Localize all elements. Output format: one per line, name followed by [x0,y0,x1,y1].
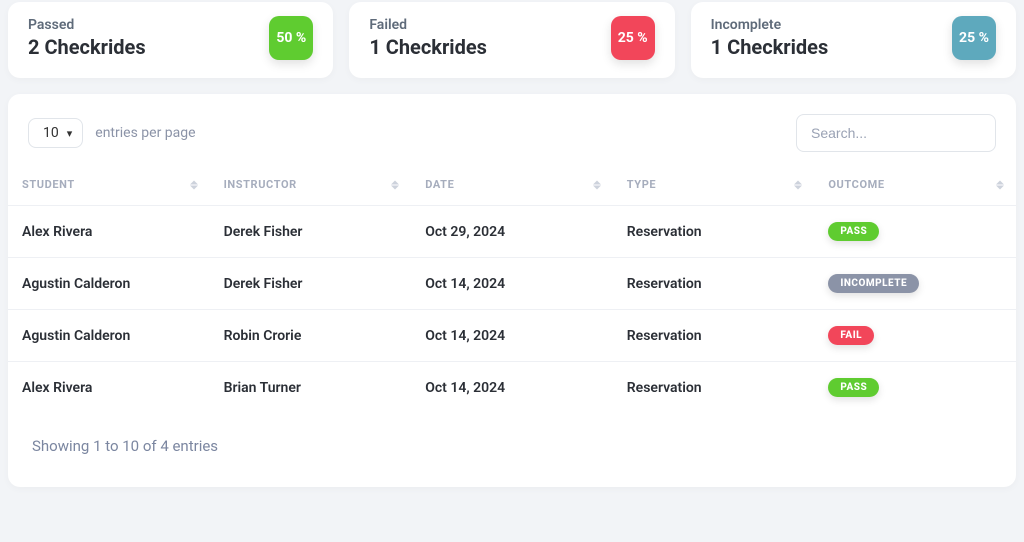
col-header-student[interactable]: Student [8,164,210,206]
cell-date: Oct 14, 2024 [411,310,613,362]
cell-type: Reservation [613,310,815,362]
col-header-instructor[interactable]: Instructor [210,164,412,206]
sort-icon [996,180,1004,189]
outcome-pill: INCOMPLETE [828,274,919,293]
col-header-date[interactable]: Date [411,164,613,206]
stat-badge: 50 % [269,16,313,60]
cell-outcome: FAIL [814,310,1016,362]
sort-icon [391,180,399,189]
stat-value: 1 Checkrides [369,35,487,59]
cell-date: Oct 14, 2024 [411,258,613,310]
checkrides-table-card: 10 ▾ entries per page Student Instructor… [8,94,1016,487]
cell-instructor: Derek Fisher [210,206,412,258]
cell-date: Oct 29, 2024 [411,206,613,258]
stat-value: 1 Checkrides [711,35,829,59]
stat-title: Failed [369,17,487,33]
col-header-type[interactable]: Type [613,164,815,206]
sort-icon [593,180,601,189]
outcome-pill: FAIL [828,326,874,345]
stat-badge: 25 % [952,16,996,60]
cell-outcome: INCOMPLETE [814,258,1016,310]
table-row[interactable]: Agustin CalderonRobin CrorieOct 14, 2024… [8,310,1016,362]
cell-student: Agustin Calderon [8,310,210,362]
sort-icon [190,180,198,189]
table-row[interactable]: Alex RiveraDerek FisherOct 29, 2024Reser… [8,206,1016,258]
cell-instructor: Brian Turner [210,362,412,414]
checkrides-table: Student Instructor Date Type Outcome Ale… [8,164,1016,413]
sort-icon [794,180,802,189]
table-row[interactable]: Alex RiveraBrian TurnerOct 14, 2024Reser… [8,362,1016,414]
page-size-select[interactable]: 10 ▾ [28,118,83,148]
page-size-value: 10 [43,125,59,141]
chevron-down-icon: ▾ [67,127,73,140]
cell-type: Reservation [613,258,815,310]
outcome-pill: PASS [828,378,879,397]
cell-type: Reservation [613,206,815,258]
table-row[interactable]: Agustin CalderonDerek FisherOct 14, 2024… [8,258,1016,310]
cell-student: Alex Rivera [8,362,210,414]
outcome-pill: PASS [828,222,879,241]
stat-card-failed: Failed 1 Checkrides 25 % [349,2,674,78]
cell-outcome: PASS [814,362,1016,414]
cell-student: Alex Rivera [8,206,210,258]
cell-instructor: Derek Fisher [210,258,412,310]
stat-title: Passed [28,17,146,33]
col-header-outcome[interactable]: Outcome [814,164,1016,206]
stat-card-passed: Passed 2 Checkrides 50 % [8,2,333,78]
stat-card-incomplete: Incomplete 1 Checkrides 25 % [691,2,1016,78]
cell-outcome: PASS [814,206,1016,258]
search-input[interactable] [796,114,996,152]
cell-instructor: Robin Crorie [210,310,412,362]
stat-value: 2 Checkrides [28,35,146,59]
entries-per-page-label: entries per page [95,125,195,141]
stat-title: Incomplete [711,17,829,33]
cell-date: Oct 14, 2024 [411,362,613,414]
stat-badge: 25 % [611,16,655,60]
cell-student: Agustin Calderon [8,258,210,310]
cell-type: Reservation [613,362,815,414]
stat-cards-row: Passed 2 Checkrides 50 % Failed 1 Checkr… [8,0,1016,78]
table-footer-summary: Showing 1 to 10 of 4 entries [8,413,1016,479]
